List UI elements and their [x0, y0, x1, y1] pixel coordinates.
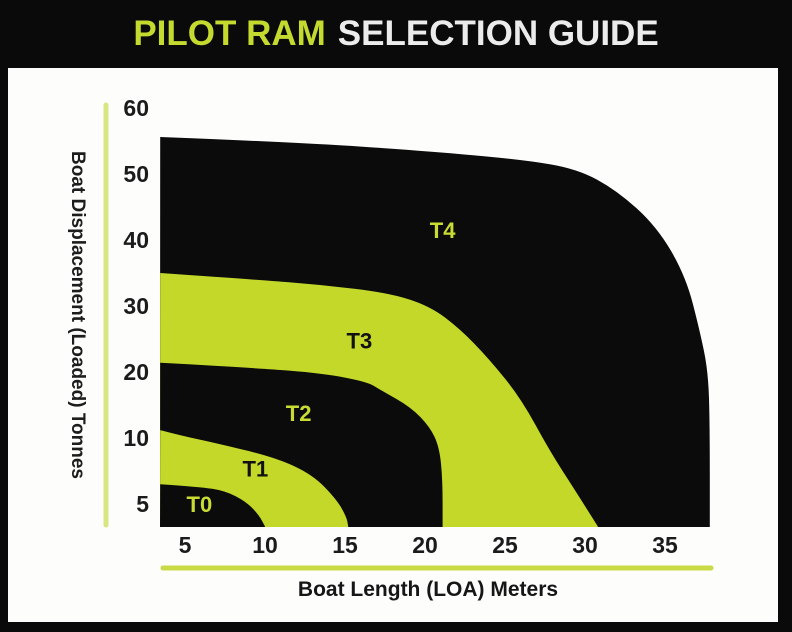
x-tick-10: 10	[252, 532, 278, 558]
x-tick-5: 5	[179, 532, 192, 558]
band-label-t4: T4	[430, 218, 456, 243]
y-tick-40: 40	[123, 227, 149, 253]
y-tick-60: 60	[123, 95, 149, 121]
band-label-t3: T3	[347, 328, 373, 353]
y-tick-10: 10	[123, 425, 149, 451]
x-tick-15: 15	[332, 532, 358, 558]
band-t0	[160, 484, 265, 527]
x-tick-30: 30	[572, 532, 598, 558]
x-axis-title: Boat Length (LOA) Meters	[297, 578, 559, 601]
title-rest: SELECTION GUIDE	[337, 14, 659, 53]
y-tick-30: 30	[123, 293, 149, 319]
title-highlight: PILOT RAM	[133, 14, 326, 53]
chart-panel: Boat Displacement (Loaded) Tonnes T0 T1 T2…	[8, 68, 778, 622]
x-tick-35: 35	[652, 532, 678, 558]
band-label-t1: T1	[243, 456, 269, 481]
y-tick-5: 5	[136, 491, 149, 517]
x-tick-25: 25	[492, 532, 518, 558]
band-label-t0: T0	[187, 492, 213, 517]
y-tick-50: 50	[123, 161, 149, 187]
page-title: PILOT RAM SELECTION GUIDE	[0, 0, 792, 68]
band-label-t2: T2	[286, 401, 312, 426]
selection-guide-chart: T0 T1 T2 T3 T4 5 10 20 30 40 50 60 5 10 15 20 25 30 35	[103, 95, 714, 571]
y-tick-20: 20	[123, 359, 149, 385]
x-tick-20: 20	[412, 532, 438, 558]
